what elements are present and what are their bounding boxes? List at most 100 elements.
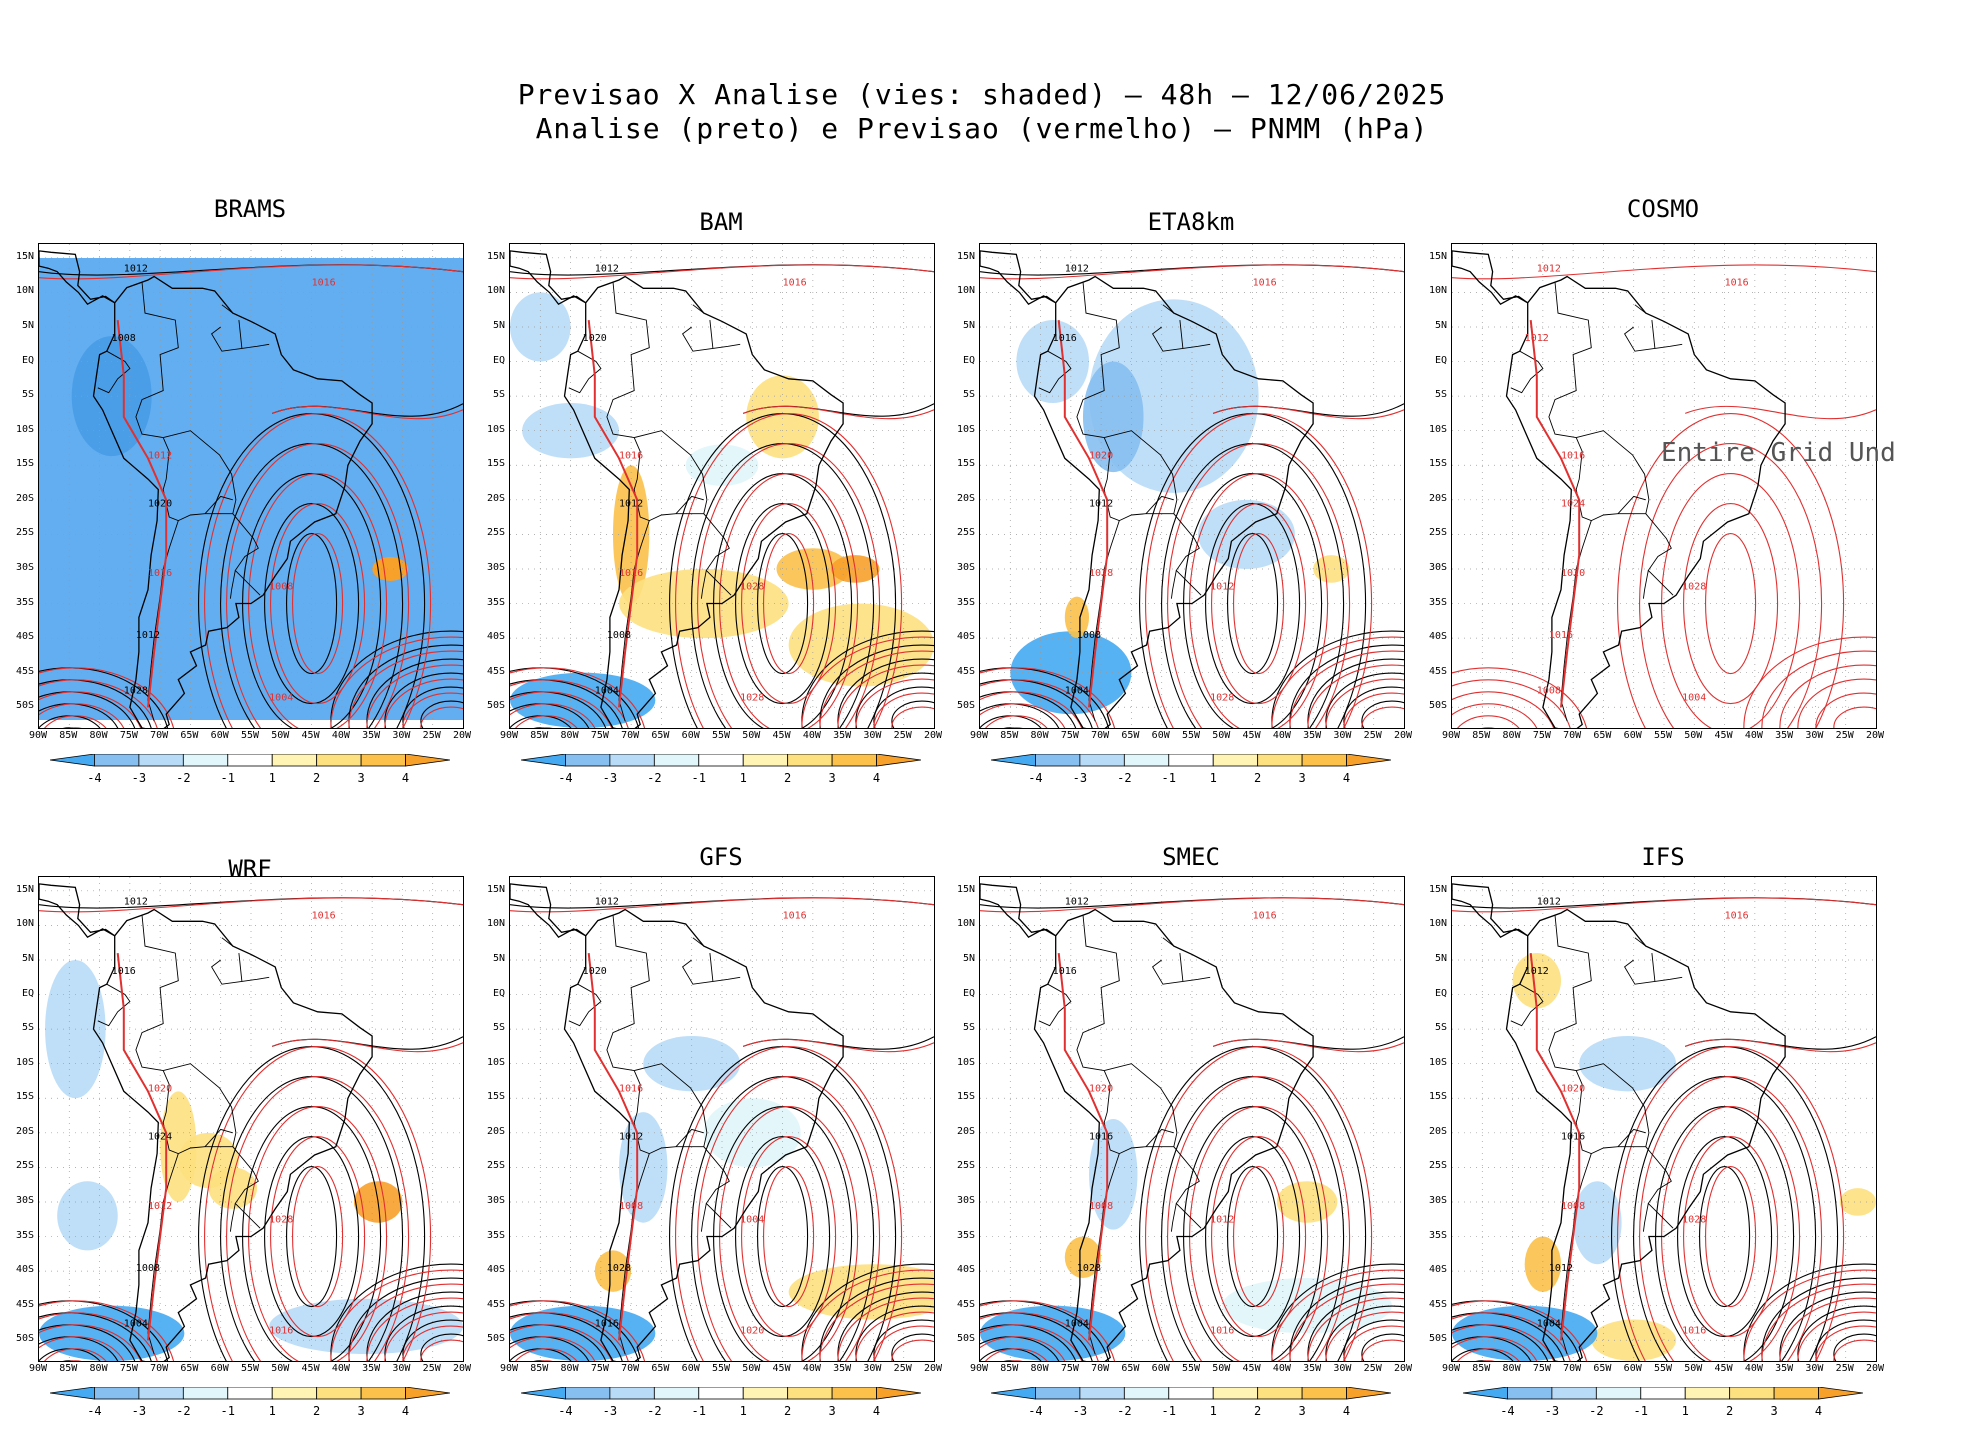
panel-title-brams: BRAMS: [213, 195, 287, 223]
lon-tick-label: 50W: [742, 1363, 761, 1374]
lat-tick-label: 10N: [486, 918, 505, 930]
isobar-label: 1024: [1561, 499, 1585, 510]
lon-tick-label: 45W: [301, 1363, 320, 1374]
lon-tick-label: 80W: [1502, 1363, 1521, 1374]
lat-tick-label: 25S: [1428, 1160, 1447, 1172]
country-border: [147, 437, 179, 722]
colorbar-label: 3: [828, 1404, 836, 1418]
colorbar-swatch: [49, 1386, 95, 1400]
country-border: [709, 320, 714, 349]
colorbar-swatch: [520, 1386, 566, 1400]
colorbar-label: -1: [1633, 1404, 1648, 1418]
country-border: [1560, 437, 1592, 722]
lon-tick-label: 65W: [1593, 1363, 1612, 1374]
colorbar-swatch: [1818, 1386, 1864, 1400]
panel-title-cosmo: COSMO: [1626, 195, 1700, 223]
isobar-label: 1008: [1561, 1201, 1585, 1212]
lon-tick-label: 75W: [119, 730, 138, 741]
lat-tick-label: 30S: [1428, 561, 1447, 573]
coastline: [39, 250, 116, 306]
lat-tick-label: 20S: [486, 492, 505, 504]
lon-tick-label: 70W: [621, 1363, 640, 1374]
colorbar-label: -3: [1072, 771, 1088, 785]
lon-tick-label: 30W: [863, 730, 882, 741]
isobar-label: 1016: [1089, 1132, 1113, 1143]
lat-tick-label: 20S: [15, 1125, 34, 1137]
isobar-label: 1028: [1682, 582, 1706, 593]
lat-tick-label: 5N: [21, 952, 34, 964]
isobar-label: 1016: [112, 966, 136, 977]
colorbar-swatch: [1212, 1386, 1259, 1400]
andes-contours: [587, 319, 639, 708]
colorbar-swatch: [1168, 1386, 1214, 1400]
country-border: [649, 513, 704, 522]
country-border: [204, 495, 233, 515]
isobar-label: 1012: [1089, 499, 1113, 510]
lat-tick-label: EQ: [492, 354, 505, 366]
lon-tick-label: 90W: [1441, 1363, 1461, 1374]
country-border: [1104, 1063, 1202, 1229]
country-border: [1624, 326, 1683, 352]
lon-tick-label: 40W: [1272, 1363, 1291, 1374]
lon-tick-label: 35W: [362, 730, 381, 741]
forecast-isobars: [510, 264, 934, 728]
lat-tick-label: 25S: [1428, 527, 1447, 539]
colorbar-label: 1: [1209, 1404, 1217, 1418]
colorbar-swatch: [742, 1386, 789, 1400]
colorbar-label: 2: [1726, 1404, 1734, 1418]
country-border: [1088, 437, 1120, 722]
colorbar-ifs: -4 -3 -2 -1 1 2 3 4: [1462, 1386, 1864, 1421]
lat-tick-label: 25S: [15, 527, 34, 539]
lon-tick-label: 50W: [742, 730, 761, 741]
isobar-label: 1008: [112, 333, 136, 344]
lat-tick-label: 35S: [15, 596, 34, 608]
colorbar-swatch: [360, 1386, 406, 1400]
colorbar-label: 3: [357, 1404, 365, 1418]
lat-tick-label: 20S: [956, 492, 975, 504]
country-border: [1170, 570, 1177, 599]
isobar-label: 1016: [619, 1083, 643, 1094]
colorbar-label: 3: [1298, 771, 1306, 785]
lat-tick-label: 5S: [492, 389, 505, 401]
country-border: [568, 350, 602, 394]
lat-tick-label: 10N: [956, 285, 975, 297]
isobar-label: 1008: [1077, 630, 1101, 641]
lat-tick-label: 10N: [15, 285, 34, 297]
lat-tick-label: 40S: [956, 631, 975, 643]
lat-tick-label: 5N: [492, 952, 505, 964]
isobar-label: 1012: [136, 630, 160, 641]
colorbar-swatch: [1595, 1386, 1642, 1400]
lon-tick-label: 65W: [1121, 1363, 1140, 1374]
isobar-label: 1012: [619, 1132, 643, 1143]
isobar-label: 1020: [1089, 1083, 1113, 1094]
coastline: [980, 250, 1057, 306]
lat-tick-label: 20S: [1428, 492, 1447, 504]
map-panel-cosmo: 1012 1016 1012 1016 1024 1020 1016 1028 1008 1004: [1451, 243, 1877, 729]
colorbar-label: -1: [1161, 771, 1176, 785]
lon-tick-label: 35W: [1775, 1363, 1794, 1374]
lon-tick-label: 65W: [651, 730, 670, 741]
lon-tick-label: 40W: [331, 1363, 350, 1374]
lat-tick-label: 5S: [492, 1022, 505, 1034]
lat-tick-label: 40S: [486, 631, 505, 643]
lat-tick-label: 10S: [15, 1056, 34, 1068]
country-border: [221, 304, 234, 314]
lon-tick-label: 75W: [1060, 1363, 1079, 1374]
colorbar-swatch: [405, 1386, 451, 1400]
colorbar-swatch: [1462, 1386, 1508, 1400]
colorbar-label: 2: [313, 1404, 321, 1418]
isobar-label: 1028: [1089, 568, 1113, 579]
lat-tick-label: 10S: [1428, 423, 1447, 435]
bias-area: [1579, 1036, 1677, 1092]
lon-tick-label: 20W: [923, 730, 943, 741]
country-border: [147, 1070, 179, 1355]
map-panel-wrf: 1012 1016 1016 1020 1024 1012 1008 1028 1004 1016: [38, 876, 464, 1362]
figure-title-line-2: Analise (preto) e Previsao (vermelho) — …: [535, 112, 1429, 145]
lat-tick-label: 50S: [486, 700, 505, 712]
colorbar-swatch: [138, 1386, 184, 1400]
country-border: [606, 281, 650, 439]
country-border: [1119, 1146, 1174, 1155]
country-border: [1642, 1203, 1649, 1232]
lat-tick-label: EQ: [962, 354, 975, 366]
country-border: [1152, 326, 1211, 352]
